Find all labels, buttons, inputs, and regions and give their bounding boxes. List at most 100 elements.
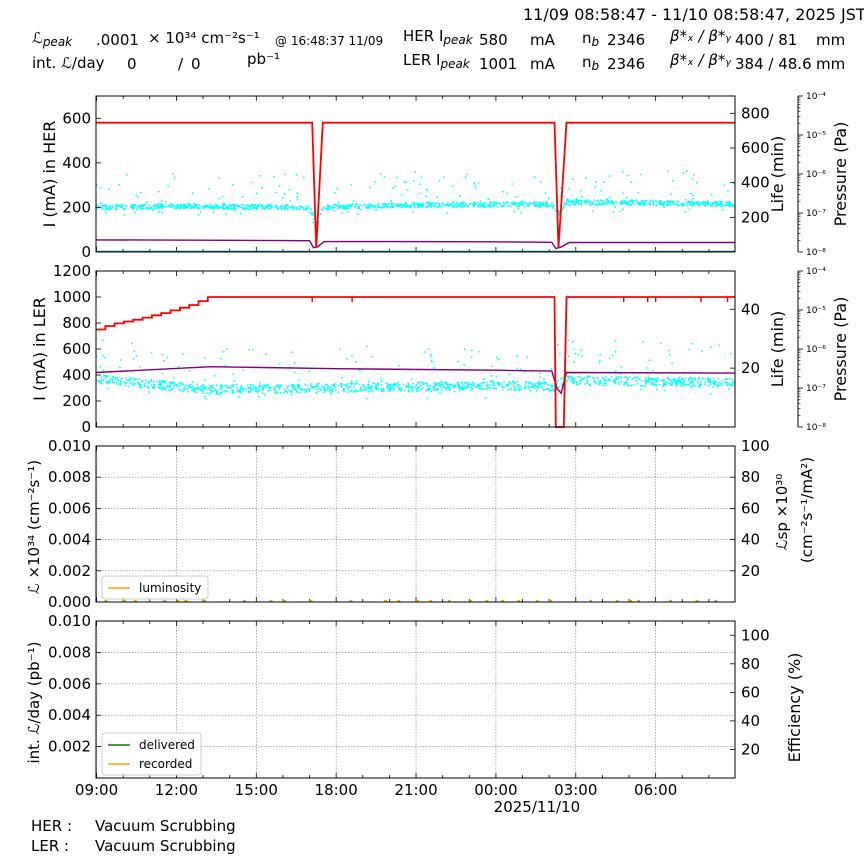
pressure-point (394, 204, 397, 207)
pressure-point (463, 363, 466, 366)
pressure-point (681, 202, 684, 205)
pressure-point (221, 384, 223, 386)
pressure-point (689, 202, 692, 204)
pressure-point (539, 372, 541, 375)
pressure-point (385, 205, 388, 208)
pressure-point (715, 205, 717, 208)
pressure-point (566, 203, 568, 206)
lum-peak-label: ℒpeak (32, 29, 73, 49)
pressure-point (459, 195, 461, 198)
pressure-point (418, 192, 421, 195)
pressure-point (507, 201, 509, 203)
pressure-point (492, 387, 494, 389)
pressure-point (470, 349, 473, 352)
pressure-point (355, 380, 358, 383)
pressure-point (626, 203, 629, 206)
pressure-point (361, 205, 364, 207)
pressure-point (191, 192, 194, 194)
pressure-point (310, 382, 313, 385)
pressure-point (353, 387, 355, 389)
pressure-point (466, 204, 468, 206)
pressure-point (662, 203, 664, 206)
pressure-point (339, 348, 342, 350)
pressure-point (315, 388, 318, 391)
pressure-point (679, 203, 682, 206)
pressure-point (374, 181, 377, 184)
pressure-tick-label: 10⁻⁶ (806, 345, 826, 355)
pressure-point (379, 173, 382, 175)
pressure-point (153, 383, 155, 386)
pressure-point (640, 199, 643, 202)
pressure-point (173, 176, 176, 179)
pressure-point (134, 203, 137, 206)
pressure-point (150, 384, 153, 386)
pressure-point (528, 204, 530, 207)
pressure-point (441, 202, 444, 204)
pressure-tick-label: 10⁻⁸ (806, 423, 826, 433)
pressure-point (109, 378, 112, 380)
pressure-point (681, 382, 684, 385)
pressure-point (538, 384, 541, 386)
pressure-point (202, 383, 204, 386)
pressure-tick-label: 10⁻⁸ (806, 248, 826, 258)
pressure-point (691, 381, 694, 383)
pressure-point (714, 200, 717, 203)
pressure-point (360, 208, 363, 211)
pressure-point (596, 203, 599, 206)
pressure-point (461, 383, 464, 385)
pressure-point (161, 388, 163, 390)
pressure-point (580, 379, 583, 382)
pressure-point (158, 206, 161, 209)
pressure-point (588, 203, 591, 206)
y-tick-label: 0.000 (48, 593, 91, 611)
pressure-point (222, 350, 225, 353)
pressure-point (298, 208, 301, 211)
pressure-point (112, 381, 115, 384)
pressure-point (305, 208, 308, 211)
pressure-point (259, 382, 261, 384)
pressure-point (514, 204, 517, 206)
pressure-point (595, 181, 597, 183)
pressure-point (232, 384, 235, 386)
pressure-point (432, 202, 435, 204)
pressure-point (706, 201, 709, 204)
pressure-point (595, 381, 597, 384)
pressure-point (692, 194, 695, 197)
pressure-point (147, 207, 149, 210)
int-lum-unit: pb⁻¹ (247, 50, 280, 68)
pressure-point (570, 379, 573, 382)
pressure-point (131, 205, 134, 207)
pressure-point (148, 391, 150, 393)
pressure-point (173, 205, 176, 208)
x-tick-label: 09:00 (75, 781, 118, 799)
pressure-point (544, 192, 547, 195)
pressure-point (683, 204, 686, 207)
pressure-point (523, 203, 525, 206)
pressure-point (642, 385, 644, 387)
pressure-point (486, 381, 489, 384)
pressure-point (141, 381, 144, 383)
pressure-point (557, 379, 559, 382)
pressure-point (300, 206, 303, 209)
pressure-point (509, 388, 512, 391)
pressure-point (692, 202, 695, 205)
pressure-point (524, 386, 526, 388)
pressure-point (500, 205, 502, 207)
pressure-point (183, 386, 186, 388)
pressure-point (161, 372, 164, 375)
pressure-point (334, 206, 336, 209)
y2-tick-label: 80 (741, 655, 760, 673)
pressure-point (365, 204, 367, 206)
pressure-point (450, 204, 452, 206)
y2-axis-label: Efficiency (%) (785, 653, 804, 763)
pressure-point (124, 381, 127, 384)
pressure-point (197, 213, 200, 216)
pressure-point (384, 203, 387, 206)
pressure-point (226, 386, 228, 389)
pressure-point (671, 179, 674, 182)
pressure-point (279, 206, 281, 208)
pressure-point (608, 379, 611, 382)
pressure-point (597, 199, 600, 202)
pressure-point (604, 201, 606, 204)
pressure-point (685, 383, 687, 386)
